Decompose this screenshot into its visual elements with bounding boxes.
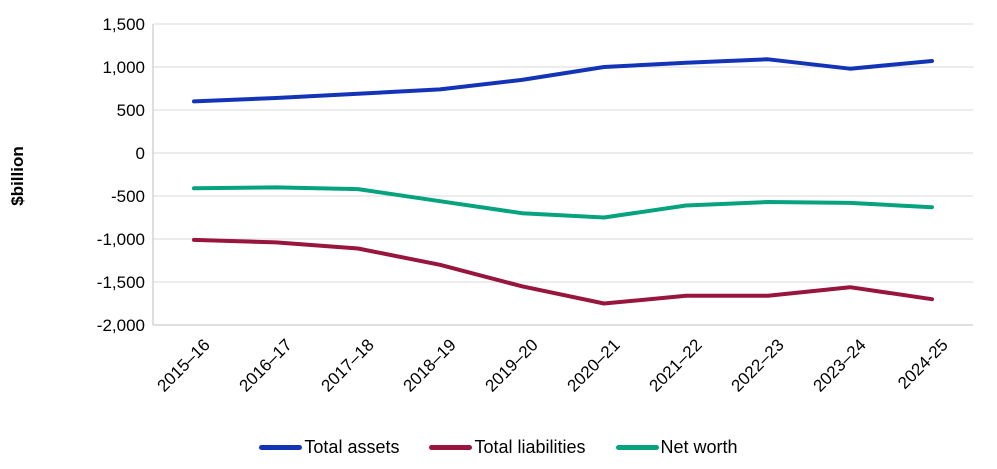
legend-item-total-assets: Total assets <box>259 437 399 458</box>
y-tick-label: 500 <box>116 101 145 120</box>
legend-item-total-liabilities: Total liabilities <box>429 437 586 458</box>
legend: Total assets Total liabilities Net worth <box>0 437 997 458</box>
y-tick-label: 1,500 <box>102 15 145 34</box>
y-tick-label: 0 <box>135 144 145 163</box>
legend-swatch <box>429 445 473 450</box>
y-tick-label: 1,000 <box>102 58 145 77</box>
legend-label: Total liabilities <box>474 437 586 457</box>
y-tick-label: -1,500 <box>96 273 145 292</box>
y-tick-label: -500 <box>110 187 145 206</box>
series-line-total-assets <box>192 57 934 104</box>
series-line-total-liabilities <box>192 237 934 306</box>
legend-swatch <box>615 445 659 450</box>
y-axis-title: $billion <box>8 146 27 206</box>
legend-label: Total assets <box>304 437 400 457</box>
y-tick-label: -1,000 <box>96 230 145 249</box>
y-tick-label: -2,000 <box>96 316 145 335</box>
series-line-net-worth <box>192 185 934 220</box>
legend-label: Net worth <box>660 437 738 457</box>
legend-swatch <box>259 445 303 450</box>
legend-item-net-worth: Net worth <box>615 437 738 458</box>
